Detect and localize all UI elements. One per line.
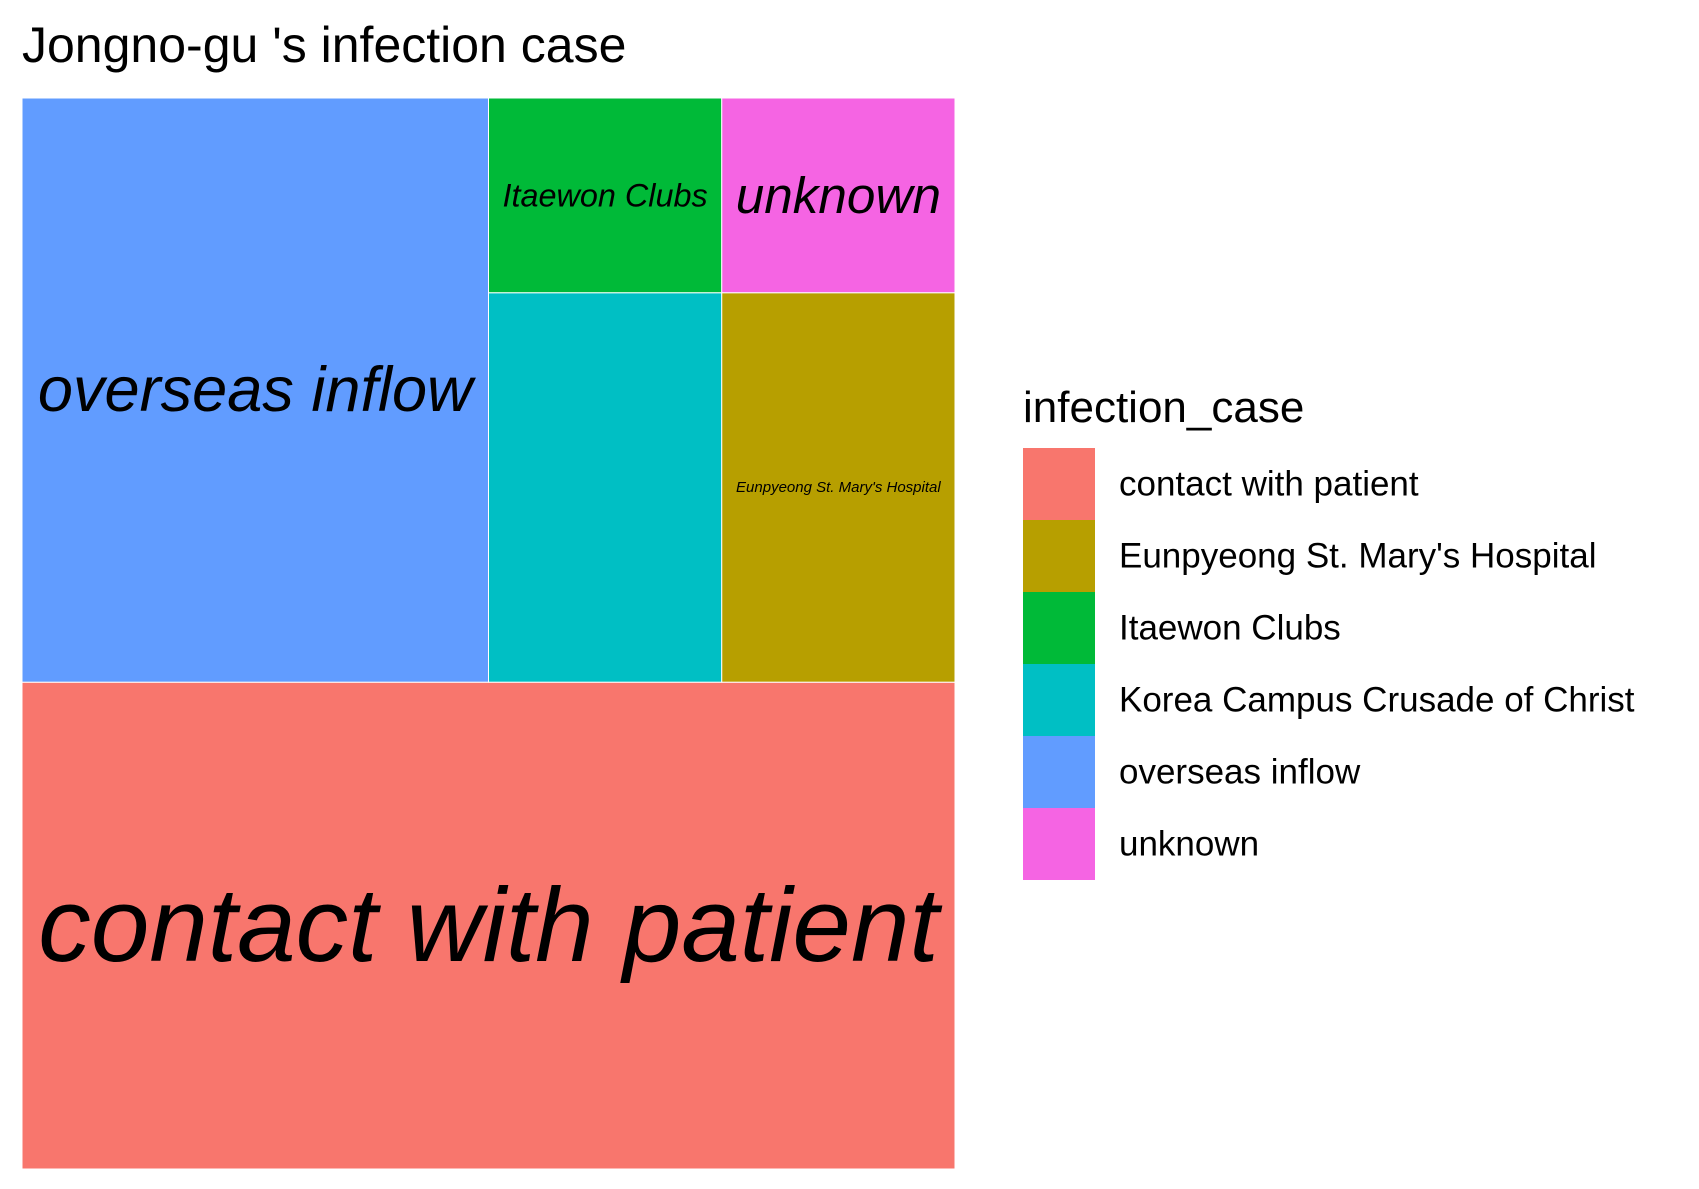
- legend-title: infection_case: [1023, 383, 1304, 432]
- legend-label-unknown: unknown: [1119, 825, 1259, 864]
- legend-label-eunpyeong-st-mary-s-hospital: Eunpyeong St. Mary's Hospital: [1119, 537, 1596, 576]
- tile-contact-with-patient: [21, 681, 956, 1170]
- tile-label-itaewon-clubs: Itaewon Clubs: [503, 177, 708, 213]
- tile-itaewon-clubs: [488, 97, 723, 294]
- legend-key-korea-campus-crusade-of-christ: [1023, 664, 1095, 736]
- tile-label-contact-with-patient: contact with patient: [38, 867, 942, 984]
- tile-overseas-inflow: [21, 97, 489, 683]
- legend-label-contact-with-patient: contact with patient: [1119, 465, 1419, 504]
- tile-label-overseas-inflow: overseas inflow: [38, 355, 476, 425]
- tile-label-unknown: unknown: [736, 167, 941, 224]
- tile-unknown: [721, 97, 956, 294]
- legend: infection_case contact with patient Eunpy…: [1023, 383, 1635, 880]
- legend-key-itaewon-clubs: [1023, 592, 1095, 664]
- legend-key-overseas-inflow: [1023, 736, 1095, 808]
- legend-key-unknown: [1023, 808, 1095, 880]
- legend-items: contact with patient Eunpyeong St. Mary's…: [1023, 448, 1635, 880]
- legend-key-eunpyeong-st-mary-s-hospital: [1023, 520, 1095, 592]
- tile-korea-campus-crusade-of-christ: [488, 292, 723, 683]
- legend-label-itaewon-clubs: Itaewon Clubs: [1119, 609, 1341, 648]
- tile-label-eunpyeong-st-mary-s-hospital: Eunpyeong St. Mary's Hospital: [736, 479, 941, 496]
- legend-label-overseas-inflow: overseas inflow: [1119, 753, 1361, 792]
- treemap-tiles: contact with patient overseas inflow Eunpy…: [21, 97, 956, 1170]
- legend-key-contact-with-patient: [1023, 448, 1095, 520]
- legend-label-korea-campus-crusade-of-christ: Korea Campus Crusade of Christ: [1119, 681, 1635, 720]
- chart-title: Jongno-gu 's infection case: [22, 17, 626, 73]
